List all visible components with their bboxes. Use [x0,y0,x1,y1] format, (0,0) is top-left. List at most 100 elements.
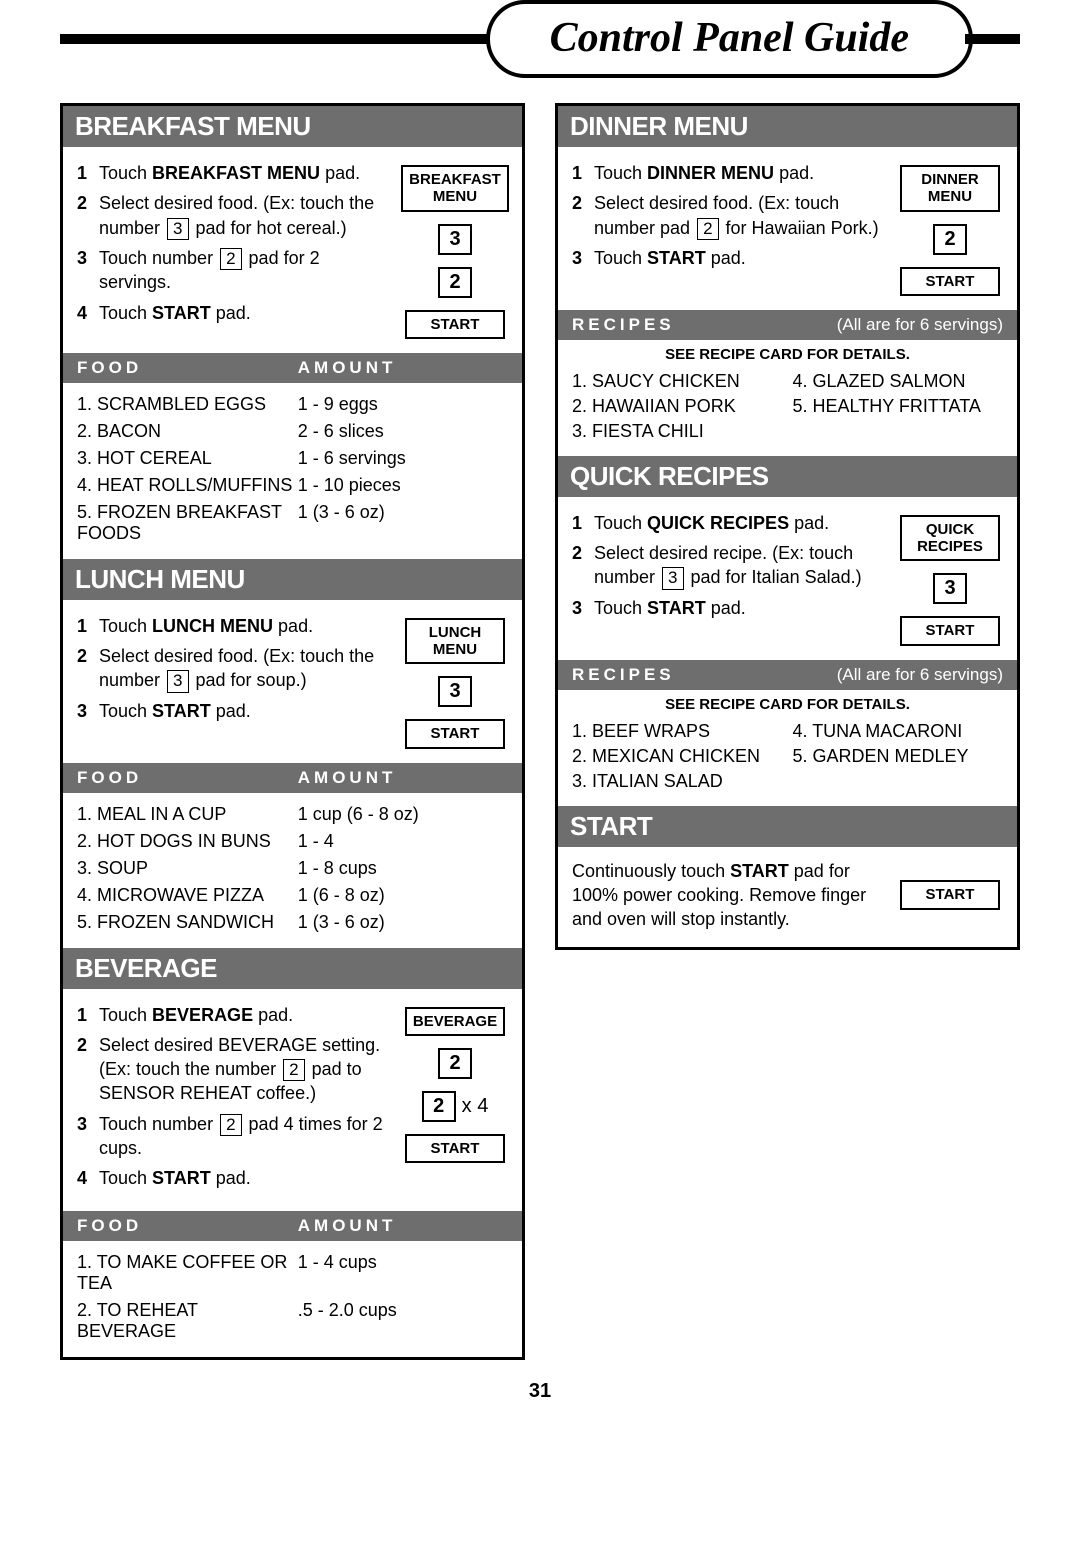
table-row: 3. SOUP1 - 8 cups [77,855,508,882]
food-cell: 3. SOUP [77,858,298,879]
step-number: 2 [572,191,594,240]
pad-button: START [405,1134,505,1163]
step: 3Touch START pad. [572,596,883,620]
table-row: 1. MEAL IN A CUP1 cup (6 - 8 oz) [77,801,508,828]
amount-cell: 2 - 6 slices [298,421,508,442]
amount-cell: 1 (3 - 6 oz) [298,502,508,544]
start-body: Continuously touch START pad for 100% po… [558,847,1017,948]
number-pad-button: 3 [438,224,472,255]
step-text: Touch START pad. [99,301,251,325]
start-header: START [558,806,1017,847]
amount-label: AMOUNT [298,358,508,378]
table-row: 2. BACON2 - 6 slices [77,418,508,445]
page: Control Panel Guide BREAKFAST MENU 1Touc… [0,0,1080,1443]
step-number: 2 [77,1033,99,1106]
table-row: 5. FROZEN BREAKFAST FOODS1 (3 - 6 oz) [77,499,508,547]
dinner-recipes: 1. SAUCY CHICKEN2. HAWAIIAN PORK3. FIEST… [558,367,1017,456]
recipe-item: 4. TUNA MACARONI [793,719,1004,744]
pad-button: LUNCHMENU [405,618,505,665]
step-text: Touch START pad. [594,246,746,270]
step: 2Select desired recipe. (Ex: touch numbe… [572,541,883,590]
number-pad-row: 2 x 4 [422,1091,489,1122]
breakfast-steps-list: 1Touch BREAKFAST MENU pad.2Select desire… [77,161,388,339]
quick-recipes-subheader: RECIPES (All are for 6 servings) [558,660,1017,690]
servings-note: (All are for 6 servings) [837,315,1003,335]
step: 3Touch START pad. [572,246,883,270]
table-row: 4. MICROWAVE PIZZA1 (6 - 8 oz) [77,882,508,909]
food-cell: 5. FROZEN BREAKFAST FOODS [77,502,298,544]
step: 4Touch START pad. [77,301,388,325]
number-pad-button: 2 [933,224,967,255]
food-label: FOOD [77,1216,298,1236]
step: 4Touch START pad. [77,1166,388,1190]
step-number: 1 [572,161,594,185]
food-label: FOOD [77,768,298,788]
step-text: Touch START pad. [99,699,251,723]
beverage-table: 1. TO MAKE COFFEE OR TEA1 - 4 cups2. TO … [63,1241,522,1357]
number-pad-button: 3 [438,676,472,707]
number-pad-button: 3 [933,573,967,604]
step-text: Touch DINNER MENU pad. [594,161,814,185]
pad-button: QUICKRECIPES [900,515,1000,562]
step-number: 1 [77,1003,99,1027]
number-pad-button: 2 [438,1048,472,1079]
step: 3Touch number 2 pad for 2 servings. [77,246,388,295]
amount-label: AMOUNT [298,1216,508,1236]
step-text: Select desired recipe. (Ex: touch number… [594,541,883,590]
dinner-header: DINNER MENU [558,106,1017,147]
step: 2Select desired food. (Ex: touch the num… [77,644,388,693]
food-cell: 2. HOT DOGS IN BUNS [77,831,298,852]
step-number: 1 [77,161,99,185]
step-number: 3 [77,1112,99,1161]
step-number: 4 [77,1166,99,1190]
step-text: Touch number 2 pad for 2 servings. [99,246,388,295]
columns: BREAKFAST MENU 1Touch BREAKFAST MENU pad… [60,103,1020,1360]
food-cell: 3. HOT CEREAL [77,448,298,469]
breakfast-table: 1. SCRAMBLED EGGS1 - 9 eggs2. BACON2 - 6… [63,383,522,559]
table-row: 1. SCRAMBLED EGGS1 - 9 eggs [77,391,508,418]
food-cell: 1. SCRAMBLED EGGS [77,394,298,415]
times-label: x 4 [462,1095,489,1118]
recipe-item: 3. FIESTA CHILI [572,419,783,444]
dinner-steps-list: 1Touch DINNER MENU pad.2Select desired f… [572,161,883,296]
amount-cell: 1 cup (6 - 8 oz) [298,804,508,825]
quick-buttons: QUICKRECIPES3START [895,511,1005,646]
recipe-item: 1. SAUCY CHICKEN [572,369,783,394]
amount-cell: 1 (3 - 6 oz) [298,912,508,933]
lunch-steps-list: 1Touch LUNCH MENU pad. 2Select desired fo… [77,614,388,749]
step-text: Touch LUNCH MENU pad. [99,614,313,638]
right-column: DINNER MENU 1Touch DINNER MENU pad.2Sele… [555,103,1020,950]
step-number: 4 [77,301,99,325]
dinner-buttons: DINNERMENU2START [895,161,1005,296]
food-cell: 4. HEAT ROLLS/MUFFINS [77,475,298,496]
breakfast-buttons: BREAKFASTMENU32START [400,161,510,339]
table-row: 5. FROZEN SANDWICH1 (3 - 6 oz) [77,909,508,936]
recipe-item: 3. ITALIAN SALAD [572,769,783,794]
dinner-recipes-subheader: RECIPES (All are for 6 servings) [558,310,1017,340]
beverage-subheader: FOOD AMOUNT [63,1211,522,1241]
page-number: 31 [60,1380,1020,1403]
step-text: Touch START pad. [99,1166,251,1190]
number-pad-button: 2 [438,267,472,298]
lunch-buttons: LUNCHMENU3START [400,614,510,749]
table-row: 2. TO REHEAT BEVERAGE.5 - 2.0 cups [77,1297,508,1345]
food-cell: 1. TO MAKE COFFEE OR TEA [77,1252,298,1294]
amount-cell: 1 - 4 cups [298,1252,508,1294]
pad-button: START [405,310,505,339]
step-text: Select desired food. (Ex: touch the numb… [99,191,388,240]
title-bar: Control Panel Guide [60,0,1020,78]
lunch-header: LUNCH MENU [63,559,522,600]
pad-button: START [900,267,1000,296]
table-row: 1. TO MAKE COFFEE OR TEA1 - 4 cups [77,1249,508,1297]
step-text: Touch number 2 pad 4 times for 2 cups. [99,1112,388,1161]
left-column: BREAKFAST MENU 1Touch BREAKFAST MENU pad… [60,103,525,1360]
step: 2Select desired food. (Ex: touch the num… [77,191,388,240]
step-number: 3 [572,596,594,620]
servings-note: (All are for 6 servings) [837,665,1003,685]
step-text: Select desired food. (Ex: touch number p… [594,191,883,240]
quick-recipes-right: 4. TUNA MACARONI5. GARDEN MEDLEY [793,719,1004,794]
beverage-steps: 1Touch BEVERAGE pad.2Select desired BEVE… [63,989,522,1211]
amount-cell: 1 - 4 [298,831,508,852]
step-number: 1 [77,614,99,638]
breakfast-header: BREAKFAST MENU [63,106,522,147]
